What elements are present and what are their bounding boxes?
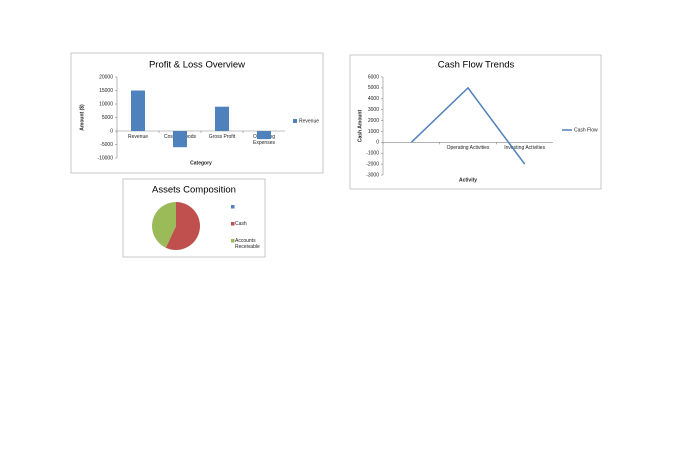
- x-tick-label: Investing Activities: [504, 145, 546, 152]
- bar: [173, 131, 187, 148]
- y-axis-label: Amount ($): [79, 104, 85, 131]
- legend-swatch: [231, 239, 235, 243]
- pie-slice: [152, 202, 176, 248]
- y-tick-label: 10000: [99, 101, 113, 107]
- chart-title: Assets Composition: [152, 185, 236, 196]
- x-tick-label: Revenue: [127, 134, 148, 140]
- legend-label: Revenue: [299, 118, 319, 124]
- bar: [257, 131, 271, 140]
- y-tick-label: 0: [376, 140, 379, 146]
- y-tick-label: 20000: [99, 74, 113, 80]
- legend-label: Cash Flow: [574, 127, 598, 133]
- y-tick-label: 5000: [368, 85, 379, 91]
- x-tick-label: Operating Activities: [446, 145, 490, 152]
- legend-swatch: [231, 222, 235, 226]
- bar: [215, 106, 229, 131]
- x-tick-label-box: Investing Activities: [504, 145, 546, 152]
- x-tick-label-box: Revenue: [127, 134, 148, 140]
- legend-swatch: [231, 205, 235, 209]
- x-axis-label: Activity: [459, 177, 477, 183]
- chart-frame: [349, 54, 602, 190]
- y-tick-label: -10000: [97, 155, 113, 161]
- y-tick-label: 6000: [368, 74, 379, 80]
- y-axis-label: Cash Amount: [357, 110, 363, 143]
- y-tick-label: 5000: [102, 115, 113, 121]
- y-tick-label: 0: [110, 128, 113, 134]
- x-tick-label-box: Gross Profit: [208, 134, 236, 140]
- legend-label-box: [235, 204, 265, 218]
- y-tick-label: 15000: [99, 88, 113, 94]
- legend-label: Accounts Receivable: [235, 238, 260, 250]
- y-tick-label: -1000: [366, 151, 379, 157]
- legend-label-box: Accounts Receivable: [235, 238, 260, 250]
- x-tick-label-box: [383, 145, 440, 159]
- chart-title: Profit & Loss Overview: [149, 60, 245, 71]
- line: [410, 86, 526, 165]
- x-axis-label: Category: [190, 160, 212, 166]
- x-tick-label-box: Operating Activities: [446, 145, 490, 152]
- y-tick-label: -3000: [366, 172, 379, 178]
- chart-frame: [70, 52, 324, 174]
- chart-title: Cash Flow Trends: [438, 60, 515, 71]
- y-tick-label: -2000: [366, 161, 379, 167]
- pie-slice: [165, 202, 200, 251]
- legend-swatch: [293, 119, 297, 123]
- legend-label: Cash: [235, 221, 247, 227]
- y-tick-label: 1000: [368, 129, 379, 135]
- y-tick-label: -5000: [100, 142, 113, 148]
- legend-label-box: Cash: [235, 221, 247, 227]
- bar: [131, 90, 145, 131]
- y-tick-label: 4000: [368, 96, 379, 102]
- x-tick-label: Gross Profit: [208, 134, 236, 140]
- y-tick-label: 3000: [368, 107, 379, 113]
- y-tick-label: 2000: [368, 118, 379, 124]
